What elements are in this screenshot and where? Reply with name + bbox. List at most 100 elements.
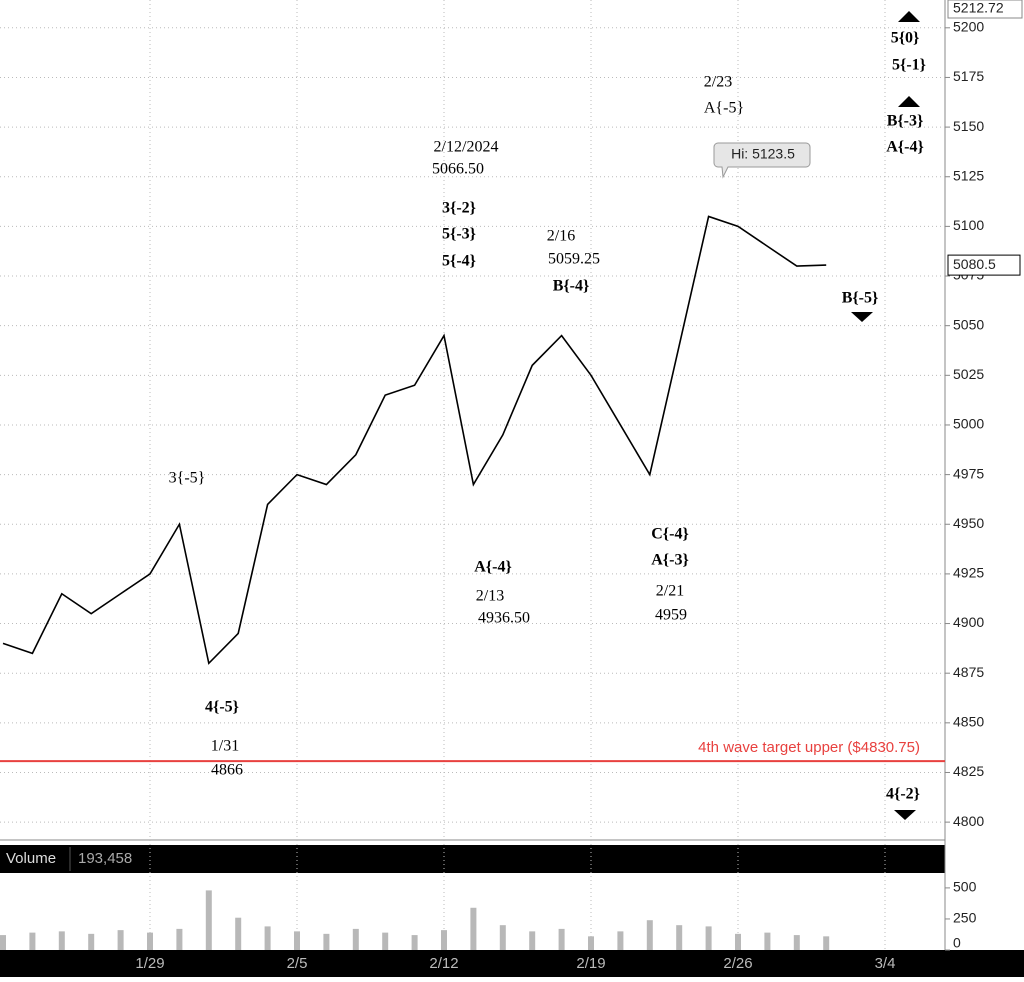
y-tick-label: 0	[953, 935, 961, 951]
x-tick-label: 2/26	[723, 955, 752, 972]
annotation: C{-4}	[651, 526, 689, 543]
annotation: 4866	[211, 762, 243, 779]
annotation: 2/23	[704, 74, 732, 91]
y-tick-label: 4950	[953, 515, 984, 531]
volume-bar	[705, 926, 712, 950]
volume-bar	[235, 917, 242, 950]
volume-bar	[294, 931, 300, 950]
annotation: 5{-1}	[892, 57, 926, 74]
y-tick-label: 5100	[953, 217, 984, 233]
y-tick-label: 5200	[953, 19, 984, 35]
volume-bar	[264, 926, 271, 950]
annotation: A{-4}	[474, 559, 512, 576]
volume-bar	[646, 920, 653, 950]
volume-bar	[352, 928, 359, 950]
annotation: A{-5}	[704, 100, 744, 117]
up-triangle	[898, 96, 920, 107]
annotation: B{-3}	[887, 113, 924, 130]
volume-bar	[176, 928, 183, 950]
annotation: 4959	[655, 607, 687, 624]
x-tick-label: 2/19	[576, 955, 605, 972]
annotation: 5{-3}	[442, 226, 476, 243]
markers	[851, 11, 920, 820]
volume-bar	[323, 933, 330, 950]
high-marker-box	[947, 0, 1023, 19]
y-tick-label: 4850	[953, 714, 984, 730]
y-tick-label: 5000	[953, 416, 984, 432]
annotation: 4{-5}	[205, 699, 239, 716]
y-tick-label: 4875	[953, 664, 984, 680]
up-triangle	[898, 11, 920, 22]
annotation: 3{-5}	[169, 470, 206, 487]
y-tick-label: 4975	[953, 465, 984, 481]
last-price: 5080.5	[953, 256, 996, 272]
high-marker: 5212.72	[953, 0, 1004, 16]
volume-bar	[205, 890, 212, 950]
x-tick-label: 2/12	[429, 955, 458, 972]
last-price-box	[947, 254, 1021, 276]
volume-bar	[0, 935, 6, 950]
volume-bar	[499, 925, 506, 950]
price-line	[2, 215, 827, 665]
y-tick-label: 4925	[953, 565, 984, 581]
volume-bar	[558, 928, 565, 950]
volume-total: 193,458	[78, 850, 132, 867]
volume-bar	[529, 931, 536, 950]
y-tick-label: 250	[953, 910, 977, 926]
annotation: 5059.25	[548, 251, 600, 268]
y-tick-label: 4900	[953, 614, 984, 630]
volume-bar	[676, 925, 683, 950]
annotation: A{-3}	[651, 552, 689, 569]
annotation: 2/12/2024	[434, 139, 499, 156]
x-tick-label: 3/4	[875, 955, 896, 972]
y-tick-label: 4825	[953, 763, 984, 779]
volume-bar	[117, 930, 124, 950]
volume-bar	[441, 930, 447, 950]
x-tick-label: 2/5	[287, 955, 308, 972]
annotation: 4936.50	[478, 610, 530, 627]
volume-title: Volume	[6, 850, 56, 867]
volume-bar	[588, 936, 594, 950]
annotation: 2/13	[476, 588, 504, 605]
volume-bar	[411, 935, 418, 950]
annotation: B{-5}	[842, 290, 879, 307]
down-triangle	[894, 810, 916, 820]
hi-label: Hi: 5123.5	[731, 146, 795, 162]
y-tick-label: 5150	[953, 118, 984, 134]
y-tick-label: 5025	[953, 366, 984, 382]
y-tick-label: 5175	[953, 68, 984, 84]
y-tick-label: 500	[953, 879, 977, 895]
down-triangle	[851, 312, 873, 322]
annotation: 5{0}	[891, 30, 920, 47]
annotation: B{-4}	[553, 278, 590, 295]
y-tick-label: 5050	[953, 316, 984, 332]
volume-bar	[58, 931, 65, 950]
x-tick-label: 1/29	[135, 955, 164, 972]
target-label: 4th wave target upper ($4830.75)	[698, 739, 920, 756]
annotation: 1/31	[211, 738, 239, 755]
volume-bar	[470, 907, 477, 950]
annotation: 4{-2}	[886, 786, 920, 803]
annotation: A{-4}	[886, 139, 924, 156]
y-tick-label: 4800	[953, 813, 984, 829]
x-axis-strip	[0, 950, 1024, 977]
volume-header	[0, 845, 945, 873]
annotation: 5{-4}	[442, 253, 476, 270]
volume-bar	[147, 932, 153, 950]
annotation: 5066.50	[432, 161, 484, 178]
volume-bar	[88, 933, 95, 950]
volume-bar	[823, 936, 830, 950]
volume-bar	[29, 932, 36, 950]
hi-callout	[713, 142, 811, 179]
annotation: 2/16	[547, 228, 575, 245]
volume-bar	[764, 932, 771, 950]
volume-bar	[382, 932, 389, 950]
annotation: 2/21	[656, 583, 684, 600]
volume-bar	[735, 933, 741, 950]
annotation: 3{-2}	[442, 200, 476, 217]
volume-bar	[617, 931, 624, 950]
volume-bar	[793, 935, 800, 950]
y-tick-label: 5125	[953, 167, 984, 183]
